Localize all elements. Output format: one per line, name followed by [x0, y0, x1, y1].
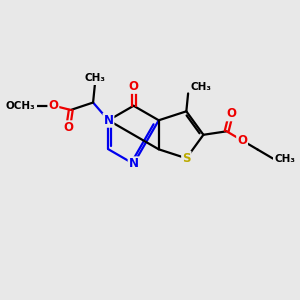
- Text: O: O: [237, 134, 247, 147]
- Text: O: O: [63, 121, 73, 134]
- Text: CH₃: CH₃: [84, 73, 105, 83]
- Text: CH₃: CH₃: [190, 82, 211, 92]
- Text: OCH₃: OCH₃: [6, 100, 35, 111]
- Text: CH₃: CH₃: [274, 154, 296, 164]
- Text: O: O: [129, 80, 139, 93]
- Text: N: N: [129, 157, 139, 170]
- Text: O: O: [48, 99, 59, 112]
- Text: N: N: [103, 114, 113, 127]
- Text: S: S: [182, 152, 190, 165]
- Text: O: O: [226, 107, 236, 120]
